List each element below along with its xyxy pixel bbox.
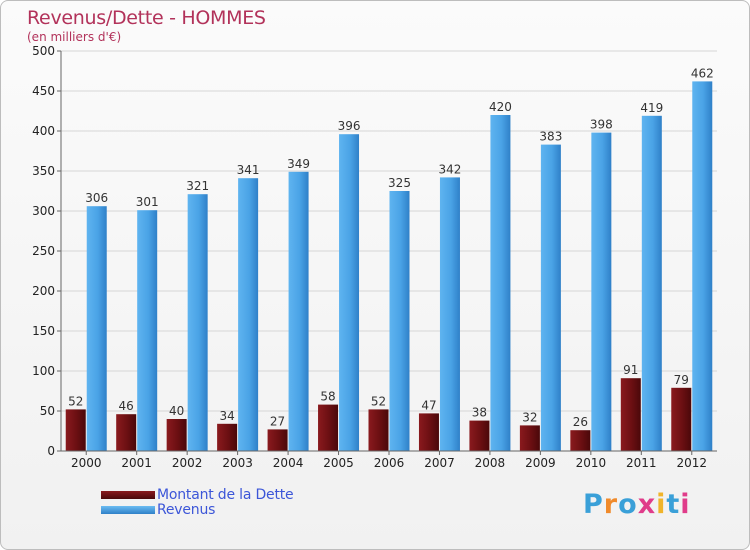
bar-revenue [187, 194, 208, 451]
x-tick-label: 2008 [475, 456, 506, 470]
bar-debt [217, 423, 238, 451]
bar-debt [368, 409, 389, 451]
bar-debt [620, 378, 641, 451]
legend-label-revenue: Revenus [157, 501, 216, 518]
data-label-debt: 52 [371, 394, 386, 408]
bar-debt [318, 404, 339, 451]
x-tick-label: 2007 [424, 456, 455, 470]
logo-letter: P [583, 489, 604, 520]
data-label-debt: 46 [119, 399, 134, 413]
bar-debt [469, 420, 490, 451]
x-tick-label: 2004 [273, 456, 304, 470]
logo-letter: r [603, 489, 619, 520]
y-tick-label: 200 [32, 284, 55, 298]
data-label-revenue: 306 [85, 191, 108, 205]
bar-revenue [389, 191, 410, 451]
data-label-debt: 47 [421, 398, 436, 412]
data-label-revenue: 419 [640, 101, 663, 115]
data-label-debt: 26 [573, 415, 588, 429]
data-label-revenue: 301 [136, 195, 159, 209]
chart-subtitle: (en milliers d'€) [27, 30, 122, 44]
data-label-revenue: 462 [691, 66, 714, 80]
data-label-debt: 34 [219, 409, 234, 423]
data-label-revenue: 396 [338, 119, 361, 133]
y-tick-label: 350 [32, 164, 55, 178]
y-tick-label: 250 [32, 244, 55, 258]
y-tick-label: 100 [32, 364, 55, 378]
data-label-revenue: 341 [237, 163, 260, 177]
x-tick-label: 2010 [576, 456, 607, 470]
data-label-debt: 40 [169, 404, 184, 418]
data-label-debt: 52 [68, 394, 83, 408]
logo-letter: o [618, 489, 638, 520]
bar-revenue [86, 206, 107, 451]
x-tick-label: 2001 [121, 456, 152, 470]
y-tick-label: 450 [32, 84, 55, 98]
data-label-revenue: 325 [388, 176, 411, 190]
data-label-revenue: 321 [186, 179, 209, 193]
chart-legend: Montant de la Dette Revenus [101, 486, 294, 518]
x-tick-label: 2000 [71, 456, 102, 470]
data-label-revenue: 349 [287, 157, 310, 171]
bar-revenue [490, 115, 511, 451]
x-tick-label: 2006 [374, 456, 405, 470]
bar-debt [166, 419, 187, 451]
x-tick-label: 2012 [676, 456, 707, 470]
data-label-debt: 91 [623, 363, 638, 377]
y-tick-label: 150 [32, 324, 55, 338]
y-tick-label: 50 [40, 404, 55, 418]
bar-revenue [137, 210, 158, 451]
x-tick-label: 2005 [323, 456, 354, 470]
bar-revenue [540, 144, 561, 451]
proxiti-logo: Proxiti [583, 489, 691, 520]
x-tick-label: 2009 [525, 456, 556, 470]
y-tick-label: 500 [32, 44, 55, 58]
legend-swatch-debt [101, 490, 155, 499]
x-tick-label: 2011 [626, 456, 657, 470]
legend-swatch-revenue [101, 505, 155, 514]
data-label-debt: 38 [472, 406, 487, 420]
data-label-revenue: 420 [489, 100, 512, 114]
bar-revenue [692, 81, 713, 452]
x-tick-label: 2002 [172, 456, 203, 470]
chart-title: Revenus/Dette - HOMMES [27, 7, 266, 29]
bar-revenue [238, 178, 259, 451]
y-tick-label: 0 [47, 444, 55, 458]
data-label-debt: 58 [320, 390, 335, 404]
logo-letter: i [680, 489, 691, 520]
x-tick-label: 2003 [222, 456, 253, 470]
y-tick-label: 300 [32, 204, 55, 218]
legend-label-debt: Montant de la Dette [157, 486, 294, 503]
data-label-revenue: 383 [539, 130, 562, 144]
bar-revenue [439, 177, 460, 451]
bar-revenue [641, 115, 662, 452]
bar-revenue [339, 134, 360, 451]
bar-debt [570, 430, 591, 451]
logo-letter: t [666, 489, 681, 520]
bar-revenue [288, 171, 309, 452]
legend-item-revenue: Revenus [101, 501, 293, 518]
bar-debt [671, 387, 692, 451]
logo-letter: x [637, 489, 657, 520]
data-label-debt: 32 [522, 410, 537, 424]
data-label-revenue: 342 [439, 162, 462, 176]
bar-debt [418, 413, 439, 451]
data-label-revenue: 398 [590, 118, 613, 132]
data-label-debt: 27 [270, 414, 285, 428]
y-tick-label: 400 [32, 124, 55, 138]
bar-debt [116, 414, 137, 451]
bar-debt [65, 409, 86, 451]
bar-revenue [591, 132, 612, 451]
bar-debt [267, 429, 288, 451]
logo-letter: i [656, 489, 667, 520]
bar-debt [519, 425, 540, 451]
data-label-debt: 79 [674, 373, 689, 387]
legend-item-debt: Montant de la Dette [101, 486, 294, 503]
